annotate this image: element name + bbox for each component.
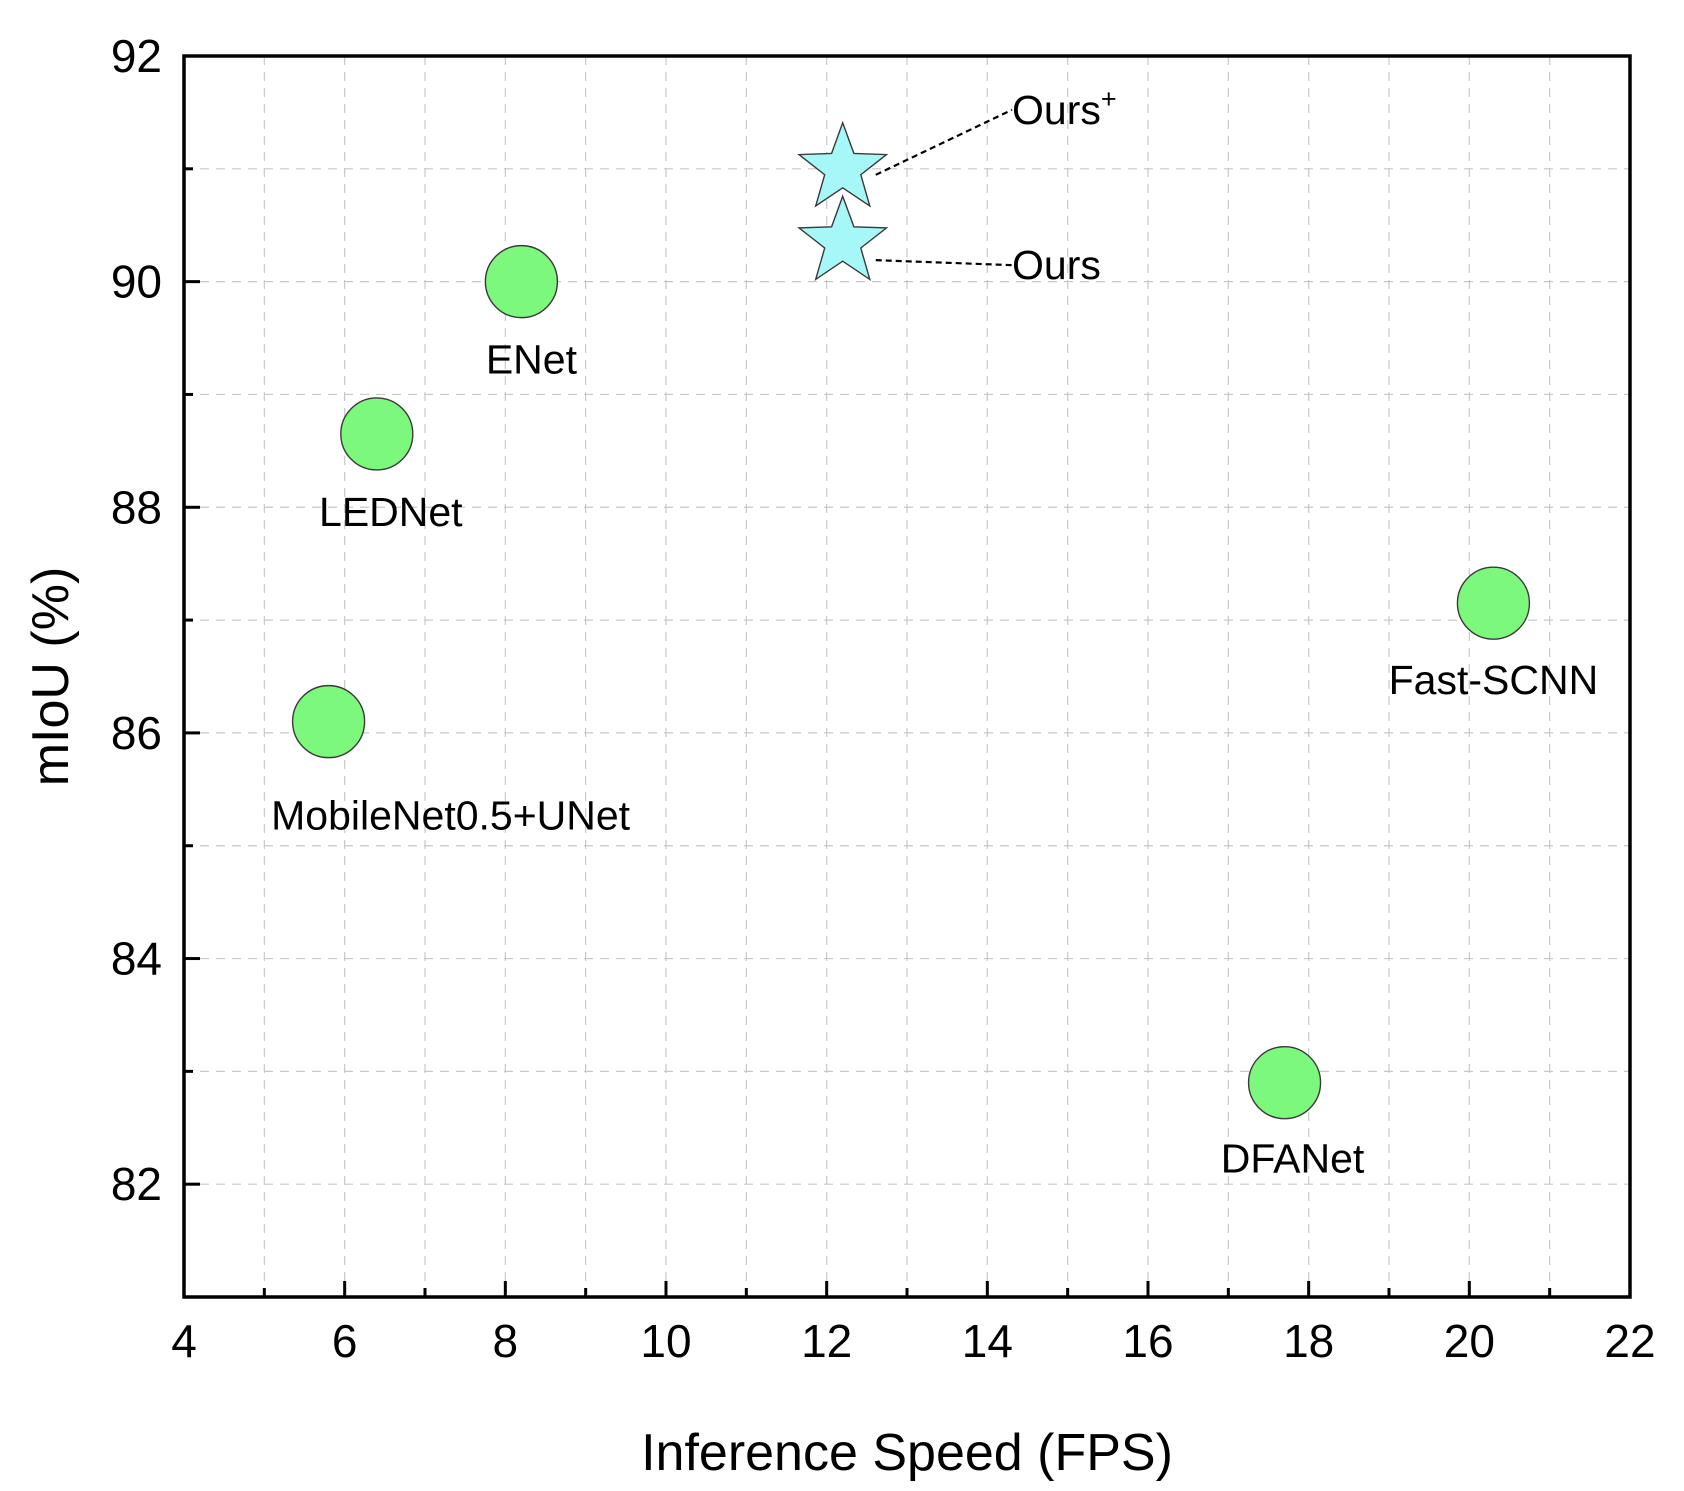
x-tick-label: 20 (1444, 1315, 1495, 1367)
leader-lines (875, 108, 1013, 267)
plot-frame (182, 54, 1632, 1299)
y-axis-title: mIoU (%) (22, 567, 80, 787)
point-label: DFANet (1221, 1136, 1365, 1182)
point-ours-star (797, 194, 889, 282)
x-tick-label: 12 (801, 1315, 852, 1367)
y-tick-label: 84 (111, 933, 162, 985)
point-label: MobileNet0.5+UNet (271, 793, 631, 839)
x-tick-label: 16 (1122, 1315, 1173, 1367)
point-ours-plus-star (797, 120, 889, 208)
point-enet (484, 244, 559, 319)
y-tick-label: 88 (111, 481, 162, 533)
point-lednet (340, 397, 414, 471)
point-label-ours: Ours (1012, 242, 1101, 288)
x-tick-label: 6 (332, 1315, 358, 1367)
y-tick-label: 86 (111, 707, 162, 759)
data-points (291, 120, 1531, 1120)
y-tick-label: 82 (111, 1158, 162, 1210)
point-label-ours-plus: Ours+ (1012, 84, 1117, 133)
point-fast-scnn (1456, 566, 1531, 640)
leader-line (875, 108, 1013, 176)
y-tick-label: 90 (111, 256, 162, 308)
y-tick-label: 92 (111, 30, 162, 82)
x-tick-label: 14 (962, 1315, 1013, 1367)
x-tick-label: 22 (1604, 1315, 1655, 1367)
x-tick-label: 10 (640, 1315, 691, 1367)
grid-lines (184, 56, 1630, 1297)
point-label: Fast-SCNN (1389, 657, 1599, 703)
tick-labels: 4 6 8 10 12 14 16 18 20 22 82 84 86 88 90 92 (111, 30, 1656, 1367)
point-labels: ENet LEDNet MobileNet0.5+UNet Fast-SCNN DFAN… (271, 84, 1598, 1182)
point-dfanet (1247, 1045, 1322, 1120)
x-tick-label: 8 (493, 1315, 519, 1367)
axis-ticks (182, 54, 1632, 1297)
superscript-plus: + (1101, 84, 1117, 114)
point-label: LEDNet (319, 489, 463, 535)
x-tick-label: 4 (171, 1315, 197, 1367)
x-axis-title: Inference Speed (FPS) (641, 1424, 1173, 1482)
point-label: ENet (486, 337, 578, 383)
x-tick-label: 18 (1283, 1315, 1334, 1367)
point-mobilenet0-5-unet (291, 684, 366, 759)
leader-line (875, 259, 1013, 267)
